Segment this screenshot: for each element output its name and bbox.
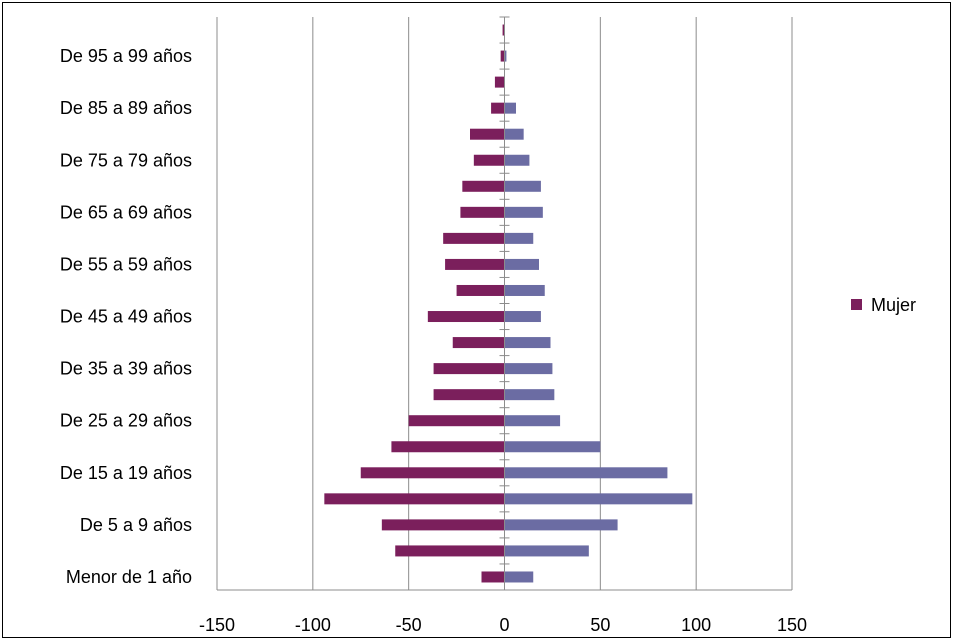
bar-series-1 xyxy=(504,363,553,375)
bar-mujer xyxy=(462,180,505,192)
bar-series-1 xyxy=(504,311,541,323)
bar-series-1 xyxy=(504,284,545,296)
bar-mujer xyxy=(470,128,505,140)
category-label: De 65 a 69 años xyxy=(60,202,192,222)
bar-mujer xyxy=(395,545,505,557)
bar-series-1 xyxy=(504,258,539,270)
bar-mujer xyxy=(408,415,505,427)
x-tick-label: 50 xyxy=(590,615,610,635)
category-label: De 45 a 49 años xyxy=(60,307,192,327)
bar-series-1 xyxy=(504,389,555,401)
bar-mujer xyxy=(460,206,505,218)
x-tick-label: 0 xyxy=(499,615,509,635)
bar-mujer xyxy=(491,102,505,114)
bar-series-1 xyxy=(504,154,530,166)
bar-mujer xyxy=(502,24,505,36)
category-label: De 75 a 79 años xyxy=(60,150,192,170)
bar-mujer xyxy=(452,337,505,349)
bar-mujer xyxy=(445,258,505,270)
x-tick-label: 150 xyxy=(777,615,807,635)
category-label: Menor de 1 año xyxy=(66,567,192,587)
bar-mujer xyxy=(360,467,505,479)
category-label: De 25 a 29 años xyxy=(60,411,192,431)
bar-mujer xyxy=(494,76,505,88)
x-tick-label: 100 xyxy=(681,615,711,635)
bar-series-1 xyxy=(504,180,541,192)
category-label: De 35 a 39 años xyxy=(60,359,192,379)
x-tick-label: -100 xyxy=(295,615,331,635)
x-tick-label: -50 xyxy=(396,615,422,635)
category-label: De 5 a 9 años xyxy=(80,515,192,535)
category-label: De 55 a 59 años xyxy=(60,254,192,274)
bar-mujer xyxy=(391,441,505,453)
bar-series-1 xyxy=(504,415,561,427)
bar-mujer xyxy=(324,493,505,505)
bar-series-1 xyxy=(504,571,534,583)
bar-mujer xyxy=(456,284,505,296)
bar-series-1 xyxy=(504,467,668,479)
bar-series-1 xyxy=(504,441,601,453)
category-label: De 95 a 99 años xyxy=(60,46,192,66)
legend-swatch-mujer xyxy=(851,299,862,310)
x-tick-label: -150 xyxy=(199,615,235,635)
bar-mujer xyxy=(381,519,505,531)
bar-mujer xyxy=(433,363,505,375)
bar-series-1 xyxy=(504,232,534,244)
bar-series-1 xyxy=(504,519,618,531)
bar-series-1 xyxy=(504,50,507,62)
category-label: De 15 a 19 años xyxy=(60,463,192,483)
bar-series-1 xyxy=(504,128,524,140)
bar-mujer xyxy=(433,389,505,401)
bar-series-1 xyxy=(504,206,543,218)
bar-series-1 xyxy=(504,102,516,114)
bar-mujer xyxy=(500,50,505,62)
bar-series-1 xyxy=(504,493,693,505)
bar-mujer xyxy=(481,571,505,583)
bar-mujer xyxy=(473,154,505,166)
category-label: De 85 a 89 años xyxy=(60,98,192,118)
bar-mujer xyxy=(443,232,505,244)
bar-series-1 xyxy=(504,545,589,557)
bar-series-1 xyxy=(504,337,551,349)
legend-label-mujer: Mujer xyxy=(871,295,916,315)
bar-mujer xyxy=(427,311,505,323)
